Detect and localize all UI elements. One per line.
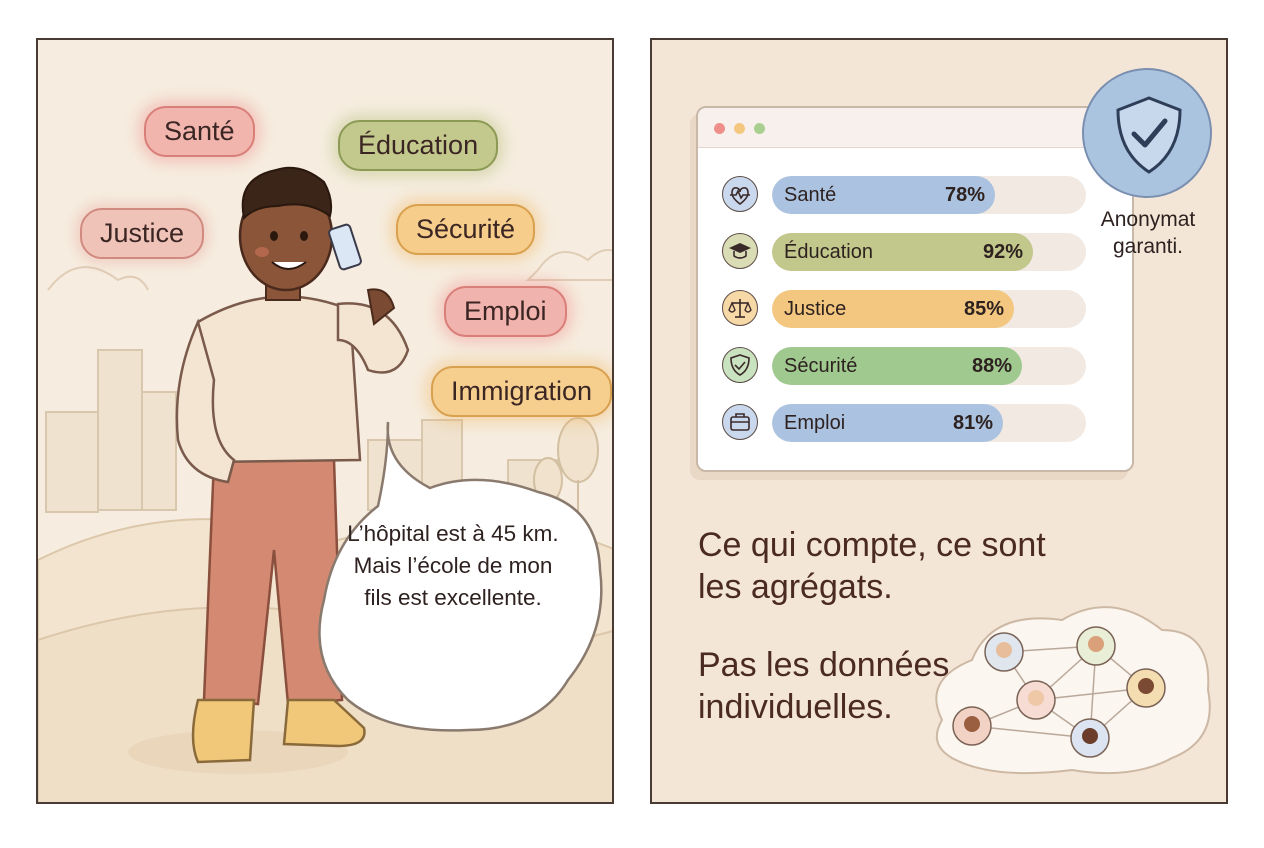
stat-value: 88%: [971, 355, 1012, 377]
individual-data-headline: Pas les données individuelles.: [698, 646, 950, 726]
anonymity-caption: Anonymat garanti.: [1100, 208, 1196, 258]
stat-row-justice: Justice 85%: [722, 288, 1092, 328]
close-dot-icon: [714, 123, 725, 134]
browser-titlebar: [698, 108, 1132, 148]
stat-bar-track: [772, 404, 1086, 442]
topic-bubble-justice: Justice: [80, 208, 205, 259]
stat-bar-fill: [772, 233, 1033, 271]
stat-label: Justice: [784, 298, 847, 320]
left-comic-panel: Santé Éducation Justice Sécurité Emploi …: [36, 38, 614, 804]
right-comic-panel: Santé 78% Éducation 92% Justice 85%: [650, 38, 1228, 804]
shield-icon: [722, 347, 758, 383]
stat-bar-track: [772, 347, 1086, 385]
stat-bar-track: [772, 176, 1086, 214]
speech-bubble-text: L’hôpital est à 45 km. Mais l’école de m…: [347, 521, 559, 610]
stat-label: Éducation: [784, 241, 873, 263]
aggregates-headline: Ce qui compte, ce sont les agrégats.: [698, 526, 1046, 606]
stat-value: 92%: [982, 241, 1023, 263]
stat-row-education: Éducation 92%: [722, 231, 1092, 271]
stat-label: Emploi: [784, 412, 846, 434]
stat-label: Sécurité: [784, 355, 858, 377]
stat-bar-track: [772, 290, 1086, 328]
stat-row-securite: Sécurité 88%: [722, 345, 1092, 385]
topic-bubble-securite: Sécurité: [396, 204, 536, 255]
scales-icon: [722, 290, 758, 326]
briefcase-icon: [722, 404, 758, 440]
people-network-cloud: [935, 606, 1211, 775]
stat-bar-fill: [772, 347, 1022, 385]
stat-value: 81%: [952, 412, 993, 434]
stat-label: Santé: [784, 184, 837, 206]
stat-value: 85%: [963, 298, 1004, 320]
topic-bubble-education: Éducation: [338, 120, 499, 171]
maximize-dot-icon: [754, 123, 765, 134]
topic-bubble-emploi: Emploi: [444, 286, 567, 337]
man-on-phone-illustration: [175, 166, 410, 764]
stat-bar-fill: [772, 176, 995, 214]
stat-bar-track: [772, 233, 1086, 271]
stats-browser-window: Santé 78% Éducation 92% Justice 85%: [696, 106, 1134, 472]
stat-row-emploi: Emploi 81%: [722, 402, 1092, 442]
topic-bubble-sante: Santé: [144, 106, 255, 157]
stat-row-sante: Santé 78%: [722, 174, 1092, 214]
stat-value: 78%: [944, 184, 985, 206]
minimize-dot-icon: [734, 123, 745, 134]
graduation-cap-icon: [722, 233, 758, 269]
shield-check-icon: [1082, 68, 1212, 198]
topic-bubble-immigration: Immigration: [431, 366, 612, 417]
speech-bubble-shape: [318, 421, 603, 732]
stat-bar-fill: [772, 404, 1003, 442]
stat-bar-fill: [772, 290, 1014, 328]
heartbeat-icon: [722, 176, 758, 212]
